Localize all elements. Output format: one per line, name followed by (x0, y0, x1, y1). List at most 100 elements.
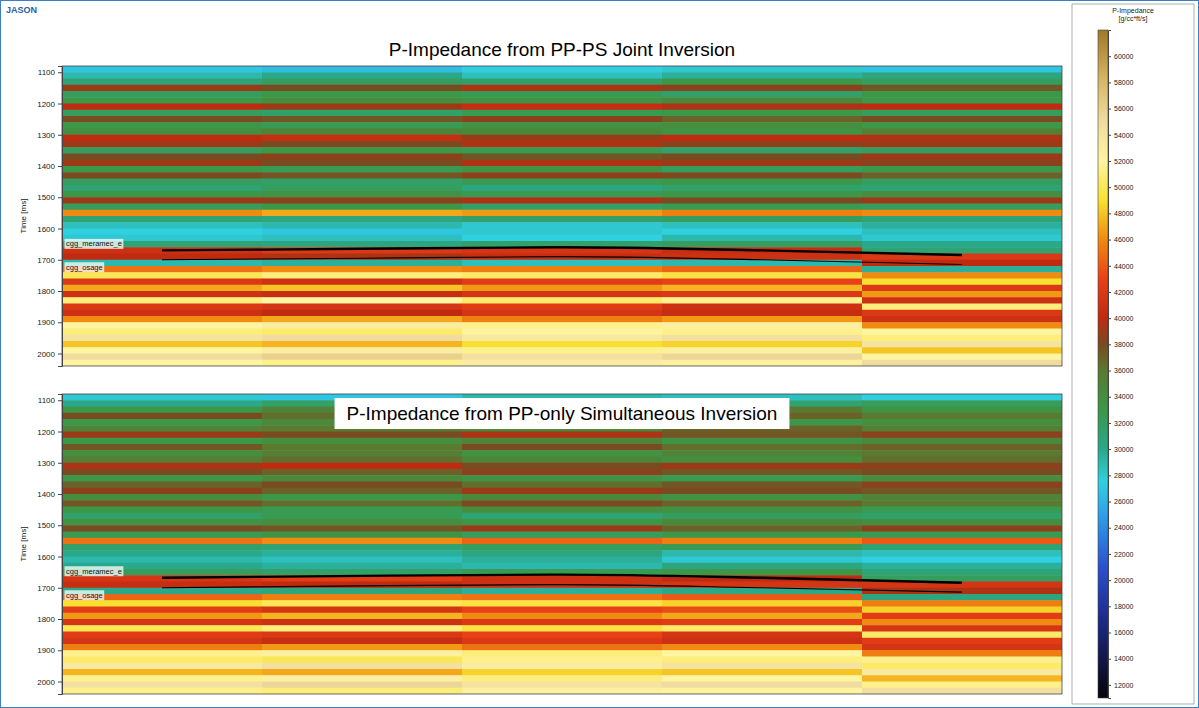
cell (462, 657, 663, 664)
tick-mark (58, 72, 62, 73)
cell (662, 135, 863, 142)
cell (462, 644, 663, 651)
tick: 56000 (1108, 105, 1134, 112)
cell (462, 625, 663, 632)
tick-mark (1108, 685, 1111, 686)
tick-mark (58, 682, 62, 683)
cell (262, 675, 463, 682)
cell (462, 79, 663, 86)
tick: 1300 (37, 459, 62, 468)
cell (62, 538, 263, 545)
cell (262, 663, 463, 670)
cell (462, 185, 663, 192)
cell (662, 116, 863, 123)
tick-label: 1500 (37, 521, 55, 530)
cell (62, 519, 263, 526)
cell (462, 494, 663, 501)
cell (662, 216, 863, 223)
cell (262, 347, 463, 354)
cell (462, 550, 663, 557)
tick-mark (58, 135, 62, 136)
tick-mark (1108, 528, 1111, 529)
tick: 14000 (1108, 655, 1134, 662)
cell (62, 494, 263, 501)
cell (262, 179, 463, 186)
cell (662, 469, 863, 476)
cell (262, 525, 463, 532)
cell (462, 322, 663, 329)
cell (662, 322, 863, 329)
tick: 1900 (37, 646, 62, 655)
cell (462, 279, 663, 286)
tick-label: 42000 (1114, 289, 1134, 296)
cell (862, 204, 1062, 211)
cell (62, 129, 263, 136)
tick-label: 38000 (1114, 341, 1134, 348)
cell (262, 166, 463, 173)
cell (862, 216, 1062, 223)
tick-label: 1600 (37, 225, 55, 234)
cell (62, 147, 263, 154)
tick-mark (58, 291, 62, 292)
cell (662, 104, 863, 111)
cell (862, 457, 1062, 464)
cell (662, 91, 863, 98)
cell (862, 594, 1062, 601)
horizon-label: cgg_osage (66, 591, 103, 600)
cell (662, 632, 863, 639)
cell (662, 494, 863, 501)
cell (662, 688, 863, 694)
cell (262, 304, 463, 311)
cell (262, 66, 463, 73)
cell (862, 129, 1062, 136)
cell (662, 607, 863, 614)
cell (462, 600, 663, 607)
tick: 1600 (37, 553, 62, 562)
cell (462, 632, 663, 639)
cell (262, 235, 463, 242)
cell (862, 229, 1062, 236)
cell (62, 304, 263, 311)
tick: 18000 (1108, 603, 1134, 610)
tick: 1100 (38, 68, 62, 77)
cell (662, 341, 863, 348)
cell (462, 260, 663, 267)
tick-mark (1108, 318, 1111, 319)
tick-label: 14000 (1114, 655, 1134, 662)
cell (662, 438, 863, 445)
tick-mark (1108, 344, 1111, 345)
cell (462, 285, 663, 292)
cell (262, 216, 463, 223)
cell (462, 438, 663, 445)
tick-mark (58, 650, 62, 651)
tick: 54000 (1108, 132, 1134, 139)
cell (262, 594, 463, 601)
cell (862, 141, 1062, 148)
cell (262, 360, 463, 366)
tick-label: 44000 (1114, 263, 1134, 270)
cell (662, 329, 863, 336)
tick-label: 52000 (1114, 158, 1134, 165)
cell (662, 172, 863, 179)
tick-mark (58, 494, 62, 495)
cell (62, 557, 263, 564)
cell (262, 600, 463, 607)
cell (262, 657, 463, 664)
cell (62, 197, 263, 204)
cell (462, 341, 663, 348)
horizon-label-group: cgg_osage (65, 262, 105, 272)
tick-label: 20000 (1114, 577, 1134, 584)
tick: 46000 (1108, 236, 1134, 243)
axis-line (1109, 31, 1112, 699)
cell (62, 191, 263, 198)
tick: 1900 (37, 318, 62, 327)
label-patch (65, 262, 105, 272)
cell (662, 72, 863, 79)
tick: 40000 (1108, 315, 1134, 322)
cell (62, 407, 263, 414)
tick-label: 1700 (37, 256, 55, 265)
tick-mark (1108, 502, 1111, 503)
cell (262, 197, 463, 204)
title-box (335, 398, 790, 429)
cell (262, 329, 463, 336)
